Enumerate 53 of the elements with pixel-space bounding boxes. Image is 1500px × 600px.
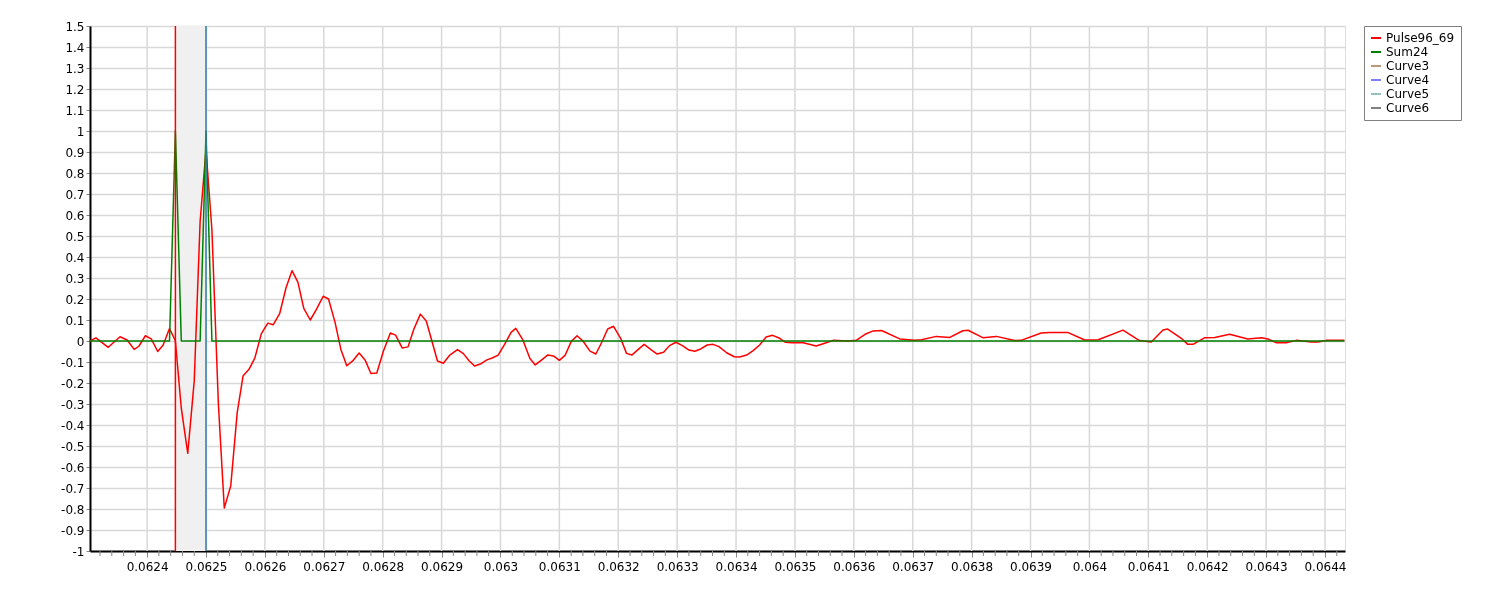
legend-label: Curve4 — [1386, 73, 1430, 87]
x-tick-label: 0.063 — [483, 559, 519, 574]
y-tick-label: 1.1 — [65, 103, 85, 118]
y-tick-label: -0.7 — [61, 481, 85, 496]
x-tick-label: 0.0631 — [538, 559, 581, 574]
x-tick-label: 0.0628 — [362, 559, 405, 574]
y-tick-label: -0.1 — [61, 355, 85, 370]
y-tick-label: -0.9 — [61, 523, 85, 538]
y-tick-label: 1.2 — [65, 82, 85, 97]
x-tick-label: 0.0638 — [951, 559, 994, 574]
x-tick-label: 0.064 — [1072, 559, 1108, 574]
legend-label: Curve5 — [1386, 87, 1430, 101]
y-tick-label: 0.4 — [65, 250, 85, 265]
y-tick-label: -0.5 — [61, 439, 85, 454]
y-tick-label: 0.3 — [65, 271, 85, 286]
x-tick-label: 0.0625 — [185, 559, 228, 574]
y-tick-label: 0 — [76, 334, 85, 349]
y-tick-label: 1 — [76, 124, 85, 139]
x-tick-label: 0.0624 — [126, 559, 169, 574]
x-tick-label: 0.0642 — [1186, 559, 1229, 574]
x-tick-label: 0.0636 — [833, 559, 876, 574]
y-tick-label: 0.6 — [65, 208, 85, 223]
y-tick-label: 0.9 — [65, 145, 85, 160]
y-tick-label: 1.3 — [65, 61, 85, 76]
y-tick-label: 0.1 — [65, 313, 85, 328]
y-tick-label: 0.5 — [65, 229, 85, 244]
y-tick-label: -1 — [72, 544, 85, 559]
x-tick-label: 0.0643 — [1245, 559, 1288, 574]
x-tick-label: 0.0632 — [597, 559, 640, 574]
legend-label: Sum24 — [1386, 45, 1429, 59]
y-tick-label: -0.2 — [61, 376, 85, 391]
legend-label: Pulse96_69 — [1386, 31, 1455, 45]
x-tick-label: 0.0644 — [1304, 559, 1347, 574]
y-tick-label: -0.8 — [61, 502, 85, 517]
x-tick-label: 0.0629 — [421, 559, 464, 574]
y-tick-label: 1.4 — [65, 40, 85, 55]
legend-label: Curve6 — [1386, 101, 1430, 115]
x-tick-label: 0.0639 — [1010, 559, 1053, 574]
x-tick-label: 0.0627 — [303, 559, 346, 574]
x-tick-label: 0.0626 — [244, 559, 287, 574]
x-tick-label: 0.0635 — [774, 559, 817, 574]
y-tick-label: -0.3 — [61, 397, 85, 412]
y-tick-label: -0.4 — [61, 418, 85, 433]
y-tick-label: 0.8 — [65, 166, 85, 181]
legend-label: Curve3 — [1386, 59, 1430, 73]
x-tick-label: 0.0637 — [892, 559, 935, 574]
x-tick-label: 0.0634 — [715, 559, 758, 574]
x-tick-label: 0.0633 — [656, 559, 699, 574]
y-tick-label: -0.6 — [61, 460, 85, 475]
y-tick-label: 1.5 — [65, 19, 85, 34]
y-tick-label: 0.7 — [65, 187, 85, 202]
y-tick-label: 0.2 — [65, 292, 85, 307]
x-tick-label: 0.0641 — [1127, 559, 1170, 574]
